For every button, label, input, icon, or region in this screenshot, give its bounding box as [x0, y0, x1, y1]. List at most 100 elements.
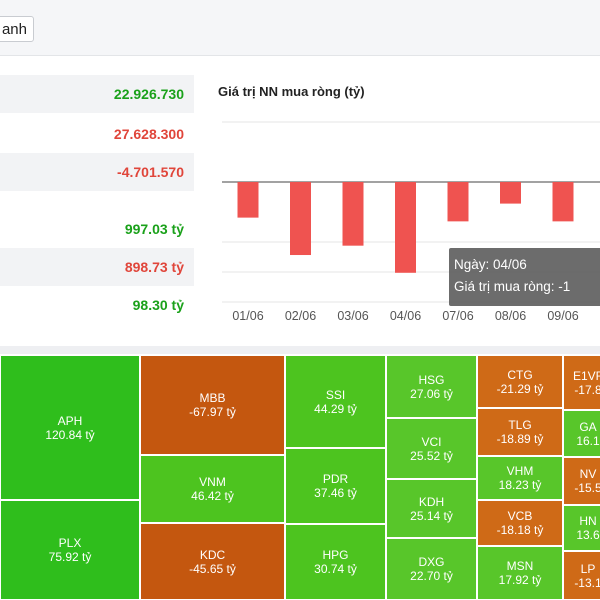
chart-title: Giá trị NN mua ròng (tỷ)	[218, 84, 365, 99]
chart-bar[interactable]	[447, 182, 469, 222]
treemap-tile[interactable]: VHM 18.23 tỷ	[477, 456, 563, 500]
x-tick-label: 08/06	[495, 309, 526, 323]
x-tick-label: 09/06	[547, 309, 578, 323]
treemap-tile[interactable]: KDH 25.14 tỷ	[386, 479, 477, 538]
tile-value: -21.29 tỷ	[496, 381, 544, 396]
treemap-tile[interactable]: KDC -45.65 tỷ	[140, 523, 285, 600]
tile-symbol: PLX	[58, 536, 82, 550]
tile-value: 120.84 tỷ	[45, 427, 95, 442]
tile-symbol: LP	[580, 561, 596, 576]
stat-value: -4.701.570	[117, 164, 184, 180]
stat-row: 22.926.730	[0, 75, 194, 113]
x-tick-label: 02/06	[285, 309, 316, 323]
treemap: APH 120.84 tỷ PLX 75.92 tỷ MBB -67.97 tỷ…	[0, 355, 600, 600]
x-tick-label: 03/06	[337, 309, 368, 323]
top-toolbar: anh	[0, 0, 600, 56]
treemap-tile[interactable]: DXG 22.70 tỷ	[386, 538, 477, 600]
tile-symbol: PDR	[322, 472, 349, 486]
tile-value: 75.92 tỷ	[48, 550, 92, 564]
tile-symbol: E1VF	[572, 368, 600, 383]
tile-symbol: KDC	[199, 547, 226, 562]
tile-symbol: HN	[579, 514, 597, 528]
tooltip-date: Ngày: 04/06	[454, 257, 527, 272]
tile-value: -18.18 tỷ	[496, 523, 544, 537]
tile-value: -15.5	[574, 481, 600, 495]
tile-symbol: GA	[579, 419, 597, 434]
treemap-tile[interactable]: HN 13.6	[563, 505, 600, 551]
treemap-tile[interactable]: HPG 30.74 tỷ	[285, 524, 386, 600]
chart-bar[interactable]	[395, 182, 416, 273]
tile-value: 16.1	[576, 433, 600, 448]
treemap-tile[interactable]: MSN 17.92 tỷ	[477, 546, 563, 600]
stat-row: 997.03 tỷ	[0, 210, 194, 248]
tile-symbol: NV	[579, 467, 597, 481]
tile-value: 13.6	[576, 528, 600, 542]
toolbar-button[interactable]: anh	[0, 16, 34, 42]
treemap-tile[interactable]: HSG 27.06 tỷ	[386, 355, 477, 418]
tile-value: -18.89 tỷ	[496, 432, 544, 446]
section-divider	[0, 346, 600, 354]
tile-symbol: CTG	[507, 367, 533, 382]
x-tick-label: 07/06	[442, 309, 473, 323]
tile-value: 25.14 tỷ	[410, 508, 453, 523]
stat-row: 898.73 tỷ	[0, 248, 194, 286]
x-tick-label: 04/06	[390, 309, 421, 323]
tile-value: 25.52 tỷ	[410, 448, 453, 463]
tile-value: 27.06 tỷ	[410, 386, 453, 401]
tile-symbol: VCI	[421, 434, 442, 449]
treemap-tile[interactable]: MBB -67.97 tỷ	[140, 355, 285, 455]
stat-value: 27.628.300	[113, 126, 184, 142]
stat-value: 98.30 tỷ	[132, 297, 184, 313]
treemap-tile[interactable]: PLX 75.92 tỷ	[0, 500, 140, 600]
tile-value: 17.92 tỷ	[498, 573, 542, 587]
treemap-tile[interactable]: APH 120.84 tỷ	[0, 355, 140, 500]
tile-value: 44.29 tỷ	[314, 401, 357, 416]
stat-row: -4.701.570	[0, 153, 194, 191]
treemap-tile[interactable]: VCI 25.52 tỷ	[386, 418, 477, 479]
treemap-tile[interactable]: NV -15.5	[563, 457, 600, 505]
tile-value: -67.97 tỷ	[189, 405, 236, 419]
tile-symbol: SSI	[325, 387, 346, 402]
x-tick-label: 01/06	[232, 309, 263, 323]
stat-row: 27.628.300	[0, 115, 194, 153]
treemap-tile[interactable]: SSI 44.29 tỷ	[285, 355, 386, 448]
treemap-tile[interactable]: VCB -18.18 tỷ	[477, 500, 563, 546]
chart-bar[interactable]	[342, 182, 364, 246]
tile-value: -13.1	[574, 575, 600, 590]
tile-symbol: VCB	[507, 509, 533, 523]
tile-symbol: KDH	[418, 494, 445, 509]
stat-value: 997.03 tỷ	[124, 221, 184, 237]
tile-value: 18.23 tỷ	[498, 478, 542, 492]
tile-symbol: DXG	[418, 555, 445, 569]
tile-symbol: VHM	[506, 464, 534, 478]
tile-symbol: TLG	[508, 418, 532, 432]
stat-value: 898.73 tỷ	[124, 259, 184, 275]
tile-value: 30.74 tỷ	[314, 562, 357, 576]
chart-bar[interactable]	[552, 182, 574, 222]
tile-symbol: MBB	[199, 391, 226, 405]
tile-value: 22.70 tỷ	[410, 569, 453, 583]
tile-symbol: APH	[57, 413, 83, 428]
treemap-tile[interactable]: LP -13.1	[563, 551, 600, 600]
stat-value: 22.926.730	[113, 86, 184, 102]
chart-tooltip: Ngày: 04/06 Giá trị mua ròng: -1	[449, 248, 600, 306]
treemap-tile[interactable]: GA 16.1	[563, 410, 600, 457]
treemap-tile[interactable]: CTG -21.29 tỷ	[477, 355, 563, 408]
tile-symbol: HPG	[322, 548, 349, 562]
treemap-tile[interactable]: PDR 37.46 tỷ	[285, 448, 386, 524]
tile-value: 46.42 tỷ	[191, 489, 234, 503]
tooltip-value: Giá trị mua ròng: -1	[454, 279, 571, 294]
tile-symbol: HSG	[418, 372, 445, 387]
treemap-tile[interactable]: VNM 46.42 tỷ	[140, 455, 285, 523]
tile-value: -17.8	[574, 382, 600, 397]
tile-value: 37.46 tỷ	[314, 486, 357, 500]
chart-bar[interactable]	[237, 182, 259, 218]
chart-bar[interactable]	[500, 182, 521, 204]
stat-row: 98.30 tỷ	[0, 286, 194, 324]
tile-symbol: MSN	[506, 559, 534, 573]
treemap-tile[interactable]: TLG -18.89 tỷ	[477, 408, 563, 456]
tile-value: -45.65 tỷ	[189, 561, 236, 576]
treemap-tile[interactable]: E1VF -17.8	[563, 355, 600, 410]
tile-symbol: VNM	[199, 475, 226, 489]
chart-bar[interactable]	[290, 182, 311, 256]
